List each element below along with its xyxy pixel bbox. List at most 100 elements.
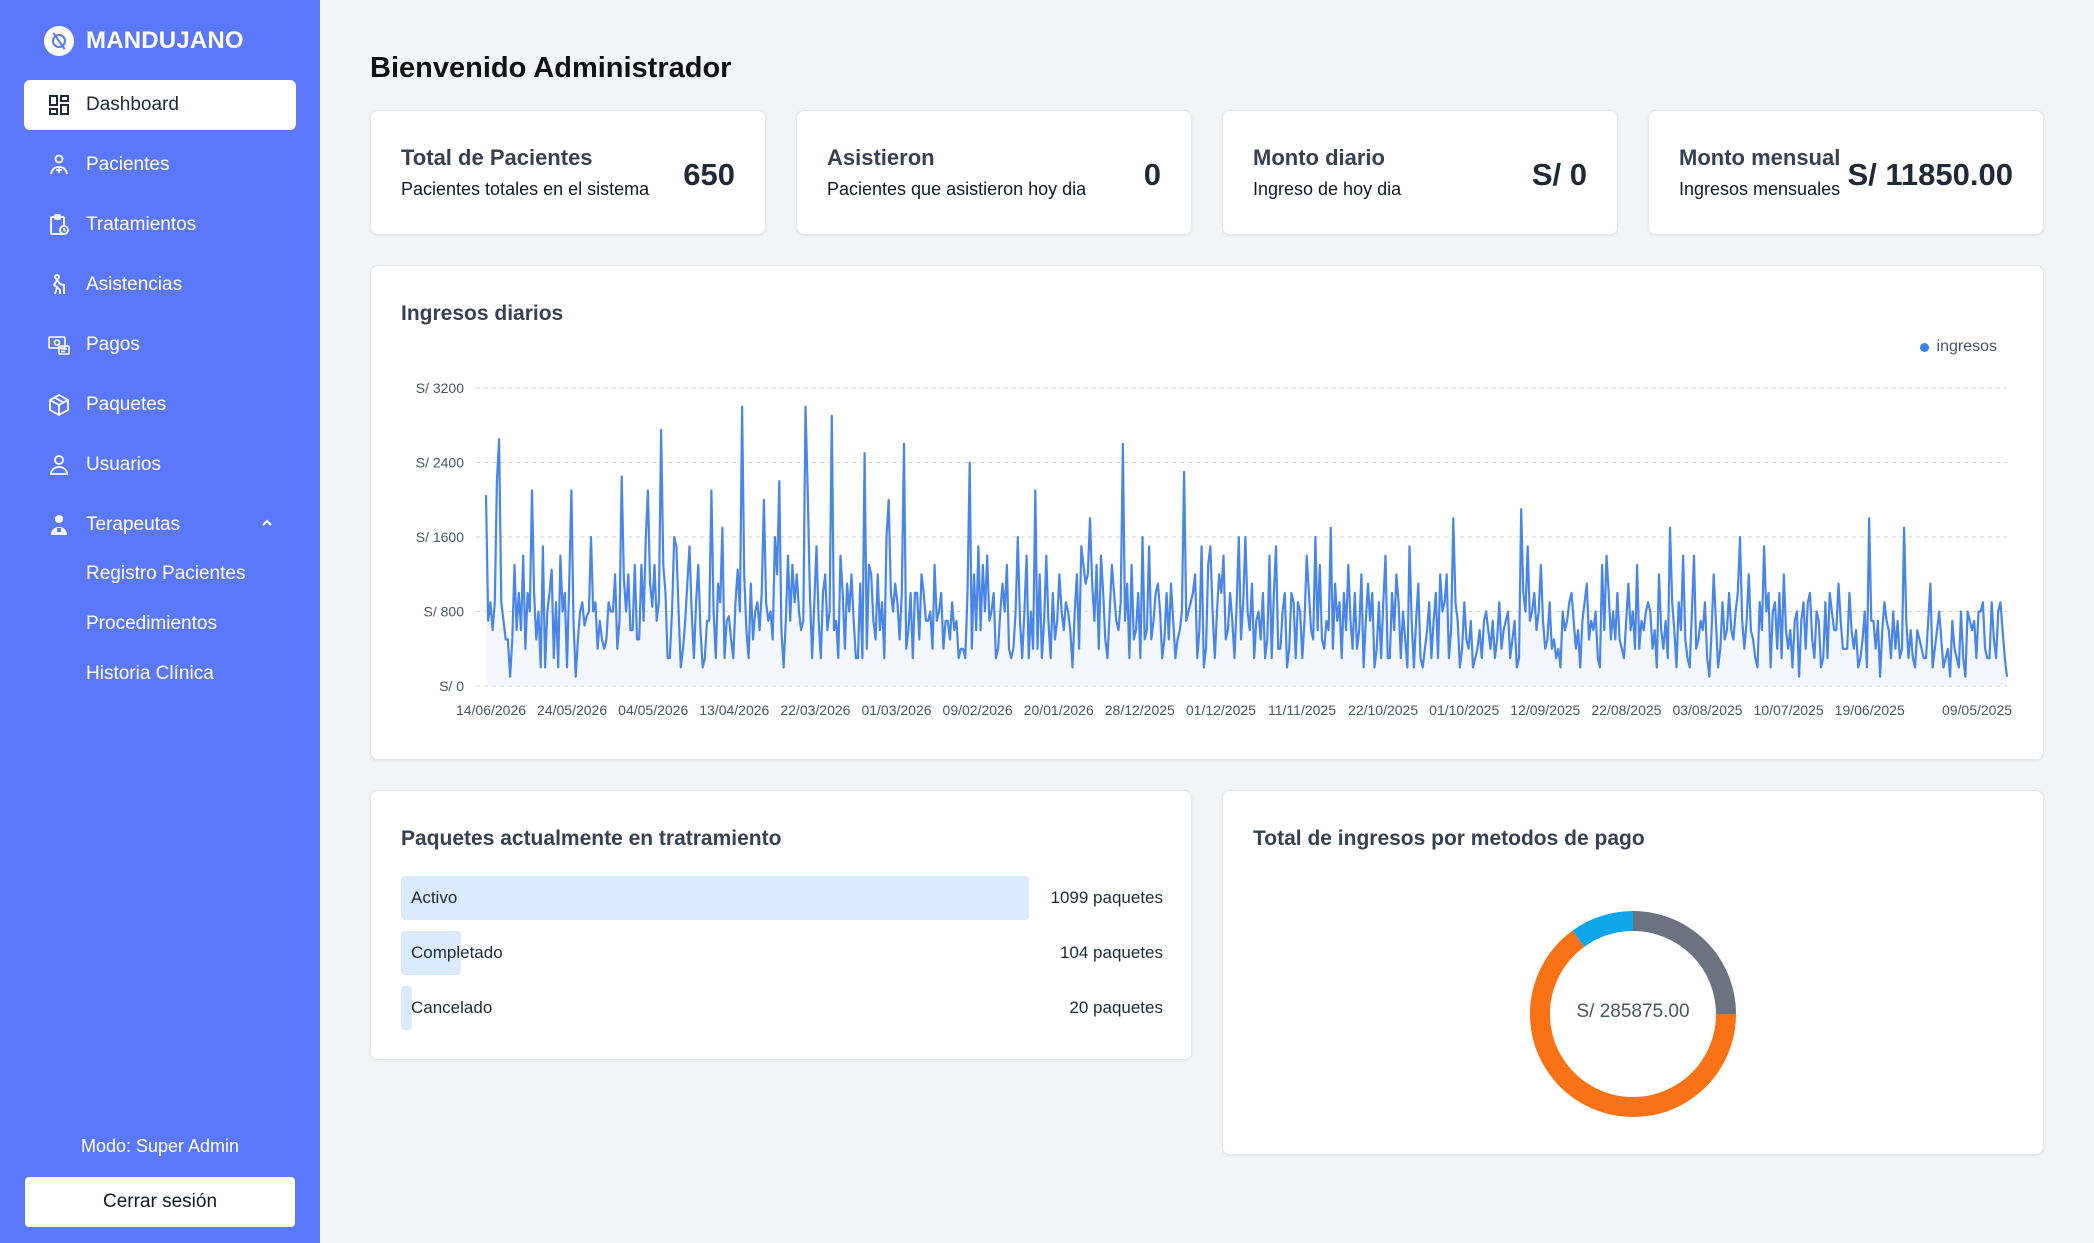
- x-tick-label: 03/08/2025: [1672, 702, 1742, 718]
- sidebar-subitem-registro-pacientes[interactable]: Registro Pacientes: [86, 563, 246, 584]
- package-count: 20 paquetes: [1069, 998, 1163, 1017]
- package-label: Activo: [411, 888, 458, 907]
- donut-center-total: S/ 285875.00: [1576, 1001, 1690, 1022]
- package-row-cancelado: Cancelado 20 paquetes: [401, 986, 1163, 1030]
- sidebar-item-label: Asistencias: [86, 274, 183, 295]
- y-tick-label: S/ 800: [424, 604, 465, 620]
- package-row-activo: Activo 1099 paquetes: [401, 876, 1163, 920]
- stat-title: Monto mensual: [1679, 145, 1841, 170]
- stat-subtitle: Pacientes totales en el sistema: [401, 179, 650, 199]
- donut-slice-0[interactable]: [1632, 911, 1736, 1015]
- x-tick-label: 09/05/2025: [1942, 702, 2012, 718]
- sidebar-item-paquetes[interactable]: Paquetes: [24, 380, 296, 430]
- brand[interactable]: MANDUJANO: [44, 26, 244, 56]
- daily-income-card: Ingresos diarios ingresos S/ 0 S/ 800 S/ 1…: [370, 265, 2044, 760]
- y-tick-label: S/ 3200: [416, 380, 464, 396]
- package-label: Cancelado: [411, 998, 493, 1017]
- patient-icon: [46, 152, 72, 178]
- x-tick-label: 01/03/2026: [861, 702, 931, 718]
- stat-subtitle: Pacientes que asistieron hoy dia: [827, 179, 1087, 199]
- x-tick-label: 04/05/2026: [618, 702, 688, 718]
- x-tick-label: 20/01/2026: [1024, 702, 1094, 718]
- sidebar-item-label: Pagos: [86, 334, 140, 355]
- package-row-completado: Completado 104 paquetes: [401, 931, 1163, 975]
- brand-name: MANDUJANO: [86, 27, 244, 54]
- package-count: 1099 paquetes: [1050, 888, 1164, 907]
- payment-icon: [46, 332, 72, 358]
- sidebar-item-tratamientos[interactable]: Tratamientos: [24, 200, 296, 250]
- sidebar-item-label: Tratamientos: [86, 214, 197, 235]
- sidebar-subitem-procedimientos[interactable]: Procedimientos: [86, 613, 217, 634]
- y-tick-label: S/ 1600: [416, 529, 464, 545]
- stat-value: S/ 0: [1531, 157, 1587, 192]
- package-label: Completado: [411, 943, 503, 962]
- sidebar-item-dashboard[interactable]: Dashboard: [24, 80, 296, 130]
- x-tick-label: 22/08/2025: [1591, 702, 1661, 718]
- x-tick-label: 01/12/2025: [1186, 702, 1256, 718]
- packages-card: Paquetes actualmente en tratramiento Act…: [370, 790, 1192, 1060]
- user-icon: [46, 452, 72, 478]
- chart-legend[interactable]: ingresos: [1919, 338, 1997, 356]
- x-tick-label: 01/10/2025: [1429, 702, 1499, 718]
- x-tick-label: 09/02/2026: [943, 702, 1013, 718]
- x-tick-label: 22/03/2026: [780, 702, 850, 718]
- package-bar: [401, 876, 1029, 920]
- sidebar-item-label: Paquetes: [86, 394, 167, 415]
- sidebar-nav: Dashboard Pacientes Tratamientos Asisten…: [24, 80, 296, 704]
- x-tick-label: 14/06/2026: [456, 702, 526, 718]
- sidebar-item-asistencias[interactable]: Asistencias: [24, 260, 296, 310]
- packages-title: Paquetes actualmente en tratramiento: [401, 827, 782, 850]
- user-mode-label: Modo: Super Admin: [80, 1136, 240, 1156]
- therapist-icon: [46, 512, 72, 538]
- chevron-up-icon[interactable]: [260, 514, 274, 536]
- x-tick-label: 19/06/2025: [1835, 702, 1905, 718]
- y-tick-label: S/ 2400: [416, 455, 464, 471]
- legend-dot-icon: [1919, 342, 1929, 352]
- x-tick-label: 28/12/2025: [1105, 702, 1175, 718]
- sidebar-item-pacientes[interactable]: Pacientes: [24, 140, 296, 190]
- sidebar-subitem-historia-clinica[interactable]: Historia Clínica: [86, 663, 214, 684]
- x-tick-label: 24/05/2026: [537, 702, 607, 718]
- x-tick-label: 10/07/2025: [1754, 702, 1824, 718]
- donut-slice-1[interactable]: [1530, 930, 1736, 1117]
- dashboard-icon: [46, 92, 72, 118]
- sidebar-item-label: Usuarios: [86, 454, 161, 475]
- walking-person-icon: [46, 272, 72, 298]
- stat-title: Total de Pacientes: [401, 145, 593, 170]
- brand-logo-icon: [44, 26, 74, 56]
- package-bar: [401, 986, 412, 1030]
- stat-subtitle: Ingreso de hoy dia: [1253, 179, 1402, 199]
- x-tick-label: 11/11/2025: [1268, 702, 1336, 718]
- sidebar: MANDUJANO Dashboard Pacientes Tratamient…: [0, 0, 320, 1243]
- sidebar-item-terapeutas[interactable]: Terapeutas: [24, 500, 296, 550]
- sidebar-item-pagos[interactable]: Pagos: [24, 320, 296, 370]
- legend-label: ingresos: [1936, 338, 1997, 355]
- logout-button[interactable]: Cerrar sesión: [25, 1177, 295, 1227]
- sidebar-item-usuarios[interactable]: Usuarios: [24, 440, 296, 490]
- stat-card-monto-mensual: Monto mensual Ingresos mensuales S/ 1185…: [1648, 110, 2044, 235]
- daily-income-chart[interactable]: S/ 0 S/ 800 S/ 1600 S/ 2400 S/ 3200 14/06/202…: [371, 266, 2045, 761]
- x-tick-label: 13/04/2026: [699, 702, 769, 718]
- payment-methods-title: Total de ingresos por metodos de pago: [1253, 827, 1645, 850]
- x-tick-label: 22/10/2025: [1348, 702, 1418, 718]
- sidebar-item-label: Terapeutas: [86, 514, 181, 535]
- package-bar: [401, 931, 461, 975]
- clipboard-clock-icon: [46, 212, 72, 238]
- stat-card-monto-diario: Monto diario Ingreso de hoy dia S/ 0: [1222, 110, 1618, 235]
- package-icon: [46, 392, 72, 418]
- series-line-ingresos[interactable]: [484, 405, 2009, 678]
- stat-card-total-pacientes: Total de Pacientes Pacientes totales en …: [370, 110, 766, 235]
- x-tick-label: 12/09/2025: [1510, 702, 1580, 718]
- payment-methods-card: Total de ingresos por metodos de pago S/…: [1222, 790, 2044, 1155]
- payment-methods-donut[interactable]: [1223, 791, 2045, 1156]
- package-count: 104 paquetes: [1059, 943, 1163, 962]
- stat-value: 0: [1143, 157, 1161, 192]
- stat-value: S/ 11850.00: [1847, 157, 2014, 192]
- stat-title: Monto diario: [1253, 145, 1385, 170]
- daily-income-title: Ingresos diarios: [401, 302, 564, 325]
- stat-value: 650: [683, 157, 735, 192]
- donut-slice-2[interactable]: [1572, 911, 1634, 948]
- sidebar-item-label: Pacientes: [86, 154, 170, 175]
- y-tick-label: S/ 0: [439, 678, 464, 694]
- stat-title: Asistieron: [827, 145, 935, 170]
